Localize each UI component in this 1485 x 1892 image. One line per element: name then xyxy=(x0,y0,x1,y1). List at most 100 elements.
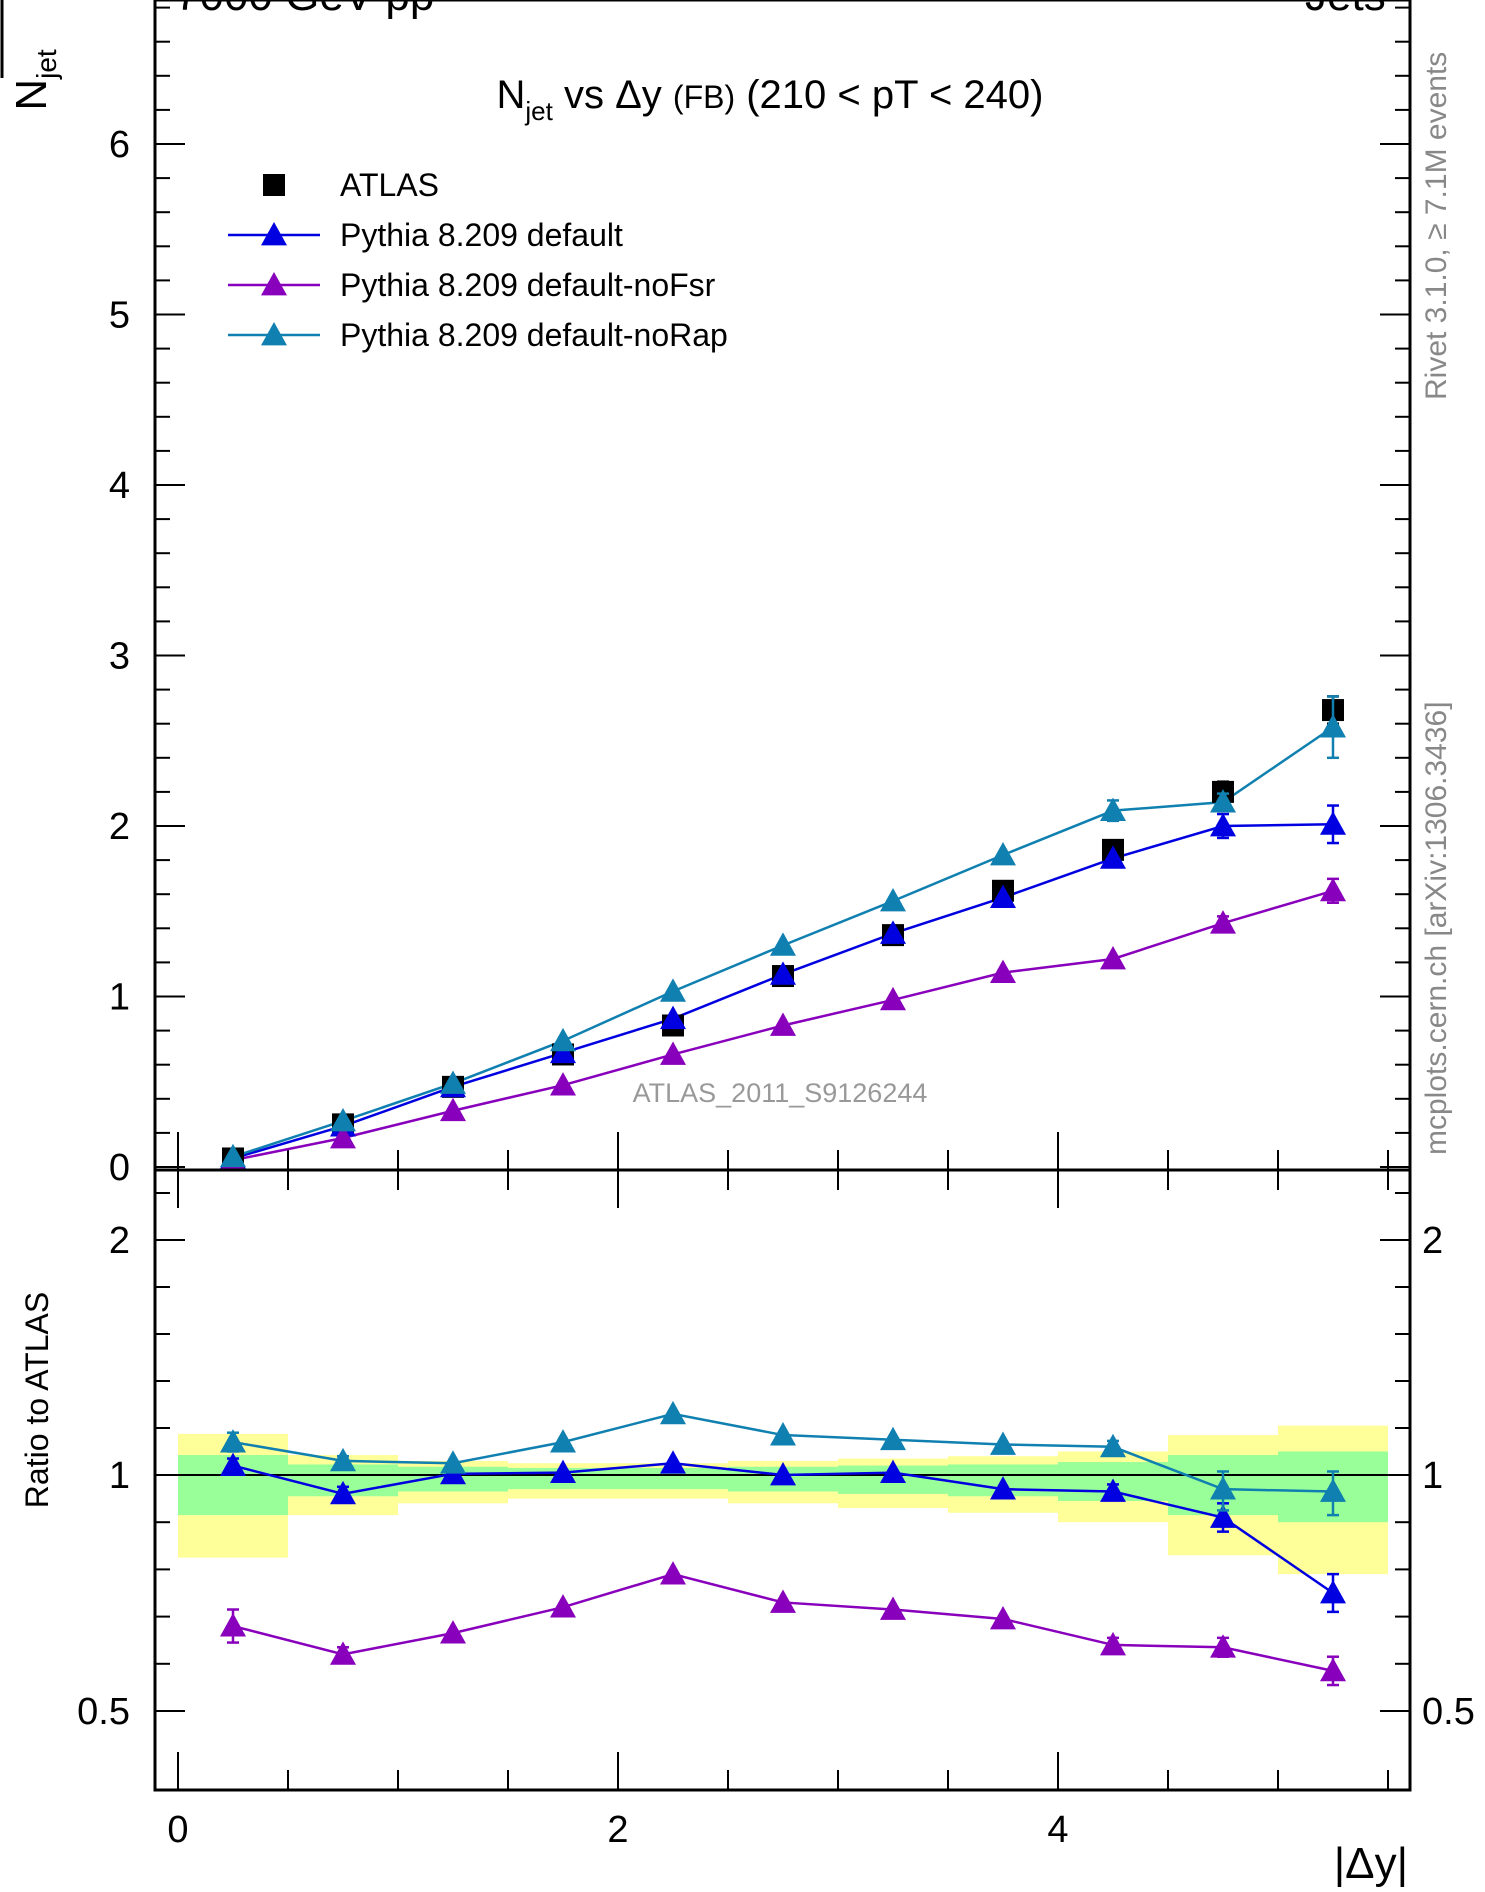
ratio-point-0 xyxy=(1320,1580,1346,1604)
ratio-ytick-label: 1 xyxy=(109,1455,130,1497)
legend: ATLAS Pythia 8.209 default Pythia 8.209 de… xyxy=(228,167,728,353)
title-vs: vs Δy xyxy=(553,73,673,117)
legend-label: Pythia 8.209 default-noRap xyxy=(340,317,728,353)
data-point-3 xyxy=(330,1107,356,1132)
ratio-point-2 xyxy=(990,1431,1016,1455)
analysis-watermark: ATLAS_2011_S9126244 xyxy=(633,1078,928,1108)
data-point-1 xyxy=(660,1005,686,1030)
ratio-point-1 xyxy=(880,1596,906,1620)
ratio-ytick-label-right: 2 xyxy=(1422,1220,1443,1262)
ratio-point-2 xyxy=(880,1426,906,1451)
legend-marker-atlas xyxy=(263,174,285,196)
title-fb: (FB) xyxy=(673,79,735,115)
ratio-band-stat xyxy=(618,1467,728,1490)
ratio-point-1 xyxy=(550,1594,576,1618)
ratio-point-1 xyxy=(1210,1634,1236,1658)
ratio-xtick-label: 0 xyxy=(167,1809,188,1851)
main-ytick-label: 3 xyxy=(109,636,130,678)
ratio-point-1 xyxy=(440,1620,466,1644)
ratio-point-0 xyxy=(770,1462,796,1486)
main-ytick-label: 2 xyxy=(109,806,130,848)
data-point-2 xyxy=(880,986,906,1011)
data-point-1 xyxy=(990,884,1016,909)
y-axis-title-main: N xyxy=(7,79,56,111)
data-point-2 xyxy=(330,1125,356,1149)
plot-title: Njet vs Δy (FB) (210 < pT < 240) xyxy=(497,73,1044,126)
data-point-2 xyxy=(1100,945,1126,970)
ratio-point-0 xyxy=(1210,1504,1236,1528)
ratio-point-0 xyxy=(880,1459,906,1484)
mcplots-label: mcplots.cern.ch [arXiv:1306.3436] xyxy=(1420,701,1453,1155)
data-point-3 xyxy=(770,932,796,956)
data-point-2 xyxy=(1210,910,1236,934)
data-point-1 xyxy=(1210,813,1236,837)
ratio-xtick-label: 4 xyxy=(1047,1809,1068,1851)
title-range: (210 < pT < 240) xyxy=(735,73,1043,117)
legend-marker xyxy=(261,222,287,246)
legend-marker xyxy=(261,322,287,346)
ratio-ytick-label-right: 1 xyxy=(1422,1455,1443,1497)
legend-label: Pythia 8.209 default-noFsr xyxy=(340,267,716,303)
y-axis-title: Njet xyxy=(7,49,62,111)
main-ytick-label: 6 xyxy=(109,124,130,166)
ratio-point-1 xyxy=(660,1561,686,1585)
data-point-1 xyxy=(550,1039,576,1064)
legend-marker xyxy=(261,272,287,296)
ratio-point-2 xyxy=(660,1400,686,1425)
ratio-point-2 xyxy=(1100,1433,1126,1458)
ratio-y-axis-title: Ratio to ATLAS xyxy=(19,1292,55,1508)
data-point-3 xyxy=(660,978,686,1002)
ratio-point-2 xyxy=(220,1429,246,1453)
ratio-point-2 xyxy=(1320,1478,1346,1502)
title-sub: jet xyxy=(524,96,553,126)
title-n: N xyxy=(497,73,526,117)
ratio-series-line-1 xyxy=(232,1572,1334,1673)
ratio-point-1 xyxy=(770,1589,796,1613)
ratio-point-2 xyxy=(440,1450,466,1474)
ratio-point-2 xyxy=(1210,1476,1236,1500)
data-point-3 xyxy=(1100,797,1126,822)
ratio-point-0 xyxy=(660,1450,686,1474)
ratio-point-1 xyxy=(1100,1631,1126,1656)
ratio-point-0 xyxy=(1100,1478,1126,1502)
ratio-point-0 xyxy=(550,1459,576,1484)
ratio-ytick-label: 0.5 xyxy=(77,1691,130,1733)
data-point-1 xyxy=(770,961,796,985)
rivet-label: Rivet 3.1.0, ≥ 7.1M events xyxy=(1420,52,1453,400)
header-right-text: Jets xyxy=(1305,0,1386,20)
legend-label: Pythia 8.209 default xyxy=(340,217,623,253)
ratio-point-1 xyxy=(1320,1657,1346,1682)
data-point-3 xyxy=(1210,789,1236,813)
legend-label: ATLAS xyxy=(340,167,439,203)
data-point-3 xyxy=(550,1027,576,1052)
main-ytick-label: 5 xyxy=(109,295,130,337)
ratio-point-2 xyxy=(770,1422,796,1446)
header-left-text: 7000 GeV pp xyxy=(175,0,434,20)
ratio-point-2 xyxy=(330,1447,356,1472)
data-point-2 xyxy=(550,1072,576,1096)
main-ytick-label: 4 xyxy=(109,465,130,507)
data-point-3 xyxy=(880,888,906,912)
ratio-point-1 xyxy=(330,1641,356,1665)
ratio-frame xyxy=(153,1168,1412,1792)
y-axis-title-sub: jet xyxy=(31,49,62,80)
ratio-point-2 xyxy=(550,1429,576,1453)
ratio-point-0 xyxy=(220,1452,246,1476)
main-ytick-label: 1 xyxy=(109,977,130,1019)
ratio-panel: 0 2 4 0.5 0.5 1 1 2 2 xyxy=(77,1168,1475,1851)
data-point-1 xyxy=(1100,845,1126,869)
data-point-3 xyxy=(440,1070,466,1094)
ratio-ytick-label: 2 xyxy=(109,1220,130,1262)
data-point-3 xyxy=(220,1143,246,1168)
ratio-point-0 xyxy=(990,1476,1016,1500)
ratio-xtick-label: 2 xyxy=(607,1809,628,1851)
data-point-2 xyxy=(990,959,1016,984)
data-point-1 xyxy=(1320,811,1346,835)
data-point-2 xyxy=(1320,877,1346,902)
x-axis-title: |Δy| xyxy=(1334,1839,1408,1888)
ratio-ytick-label-right: 0.5 xyxy=(1422,1691,1475,1733)
ratio-point-1 xyxy=(220,1613,246,1637)
data-point-2 xyxy=(770,1012,796,1036)
main-ytick-label: 0 xyxy=(109,1147,130,1189)
